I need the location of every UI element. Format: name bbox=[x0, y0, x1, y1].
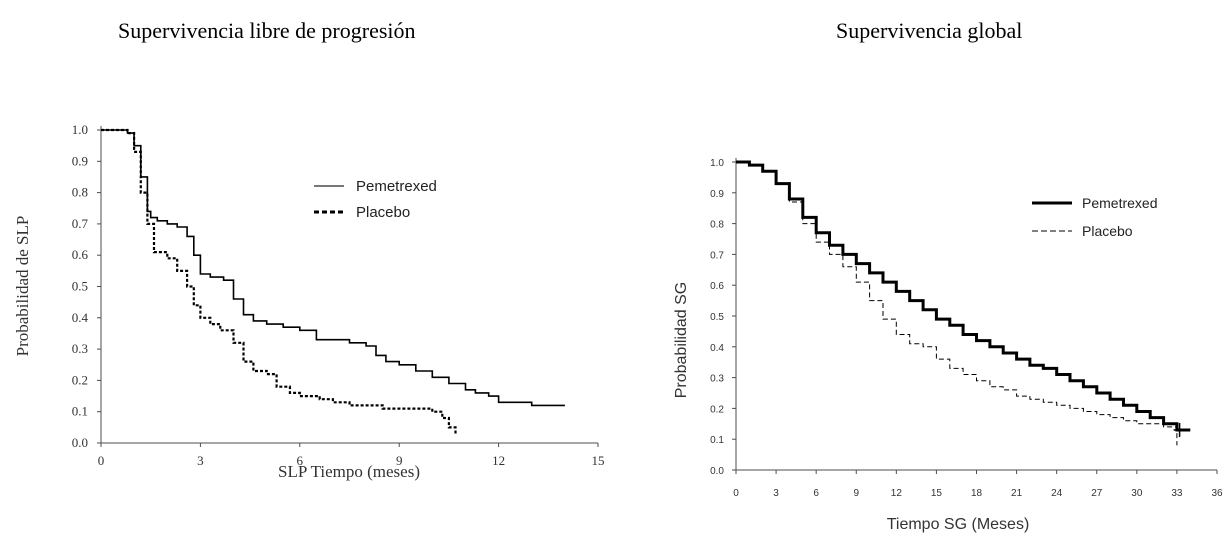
x-tick-label: 3 bbox=[197, 453, 204, 468]
y-tick-label: 0.1 bbox=[72, 404, 88, 419]
chart-title-right: Supervivencia global bbox=[836, 18, 1023, 43]
y-tick-label: 0.9 bbox=[710, 189, 724, 200]
pfs-chart: 0.0 0.1 0.2 0.3 0.4 0.5 0.6 0.7 0.8 0.9 1.0 0 3 6 9 12 1… bbox=[13, 122, 605, 481]
x-tick-label: 21 bbox=[1011, 488, 1023, 499]
x-axis-title: Tiempo SG (Meses) bbox=[887, 516, 1030, 533]
series-line-placebo bbox=[736, 161, 1178, 446]
x-axis-title: SLP Tiempo (meses) bbox=[278, 462, 420, 481]
y-axis-title: Probabilidad de SLP bbox=[13, 216, 32, 357]
y-tick-label: 0.3 bbox=[710, 374, 724, 385]
y-tick-label: 0.8 bbox=[72, 185, 88, 200]
y-tick-label: 0.0 bbox=[72, 435, 88, 450]
x-tick-label: 12 bbox=[891, 488, 903, 499]
y-tick-label: 0.5 bbox=[72, 279, 88, 294]
y-tick-label: 0.1 bbox=[710, 435, 724, 446]
y-tick-label: 0.9 bbox=[72, 153, 88, 168]
x-tick-label: 27 bbox=[1091, 488, 1103, 499]
x-tick-label: 3 bbox=[773, 488, 779, 499]
y-tick-label: 0.8 bbox=[710, 220, 724, 231]
chart-title-left: Supervivencia libre de progresión bbox=[118, 18, 416, 43]
x-tick-label: 18 bbox=[971, 488, 983, 499]
x-tick-label: 9 bbox=[396, 453, 403, 468]
x-tick-label: 30 bbox=[1131, 488, 1143, 499]
legend-label-placebo: Placebo bbox=[356, 204, 410, 221]
x-tick-label: 9 bbox=[853, 488, 859, 499]
x-tick-label: 0 bbox=[733, 488, 739, 499]
series-line-pemetrexed bbox=[736, 160, 1191, 432]
y-tick-label: 1.0 bbox=[710, 158, 724, 169]
x-tick-label: 12 bbox=[492, 453, 505, 468]
series-line-pemetrexed bbox=[101, 129, 565, 407]
legend-label-pemetrexed: Pemetrexed bbox=[356, 178, 437, 195]
y-tick-label: 1.0 bbox=[72, 122, 88, 137]
y-axis-title: Probabilidad SG bbox=[673, 282, 690, 399]
y-tick-label: 0.7 bbox=[710, 250, 724, 261]
x-tick-label: 36 bbox=[1211, 488, 1223, 499]
os-chart: 0.00.10.20.30.40.50.60.70.80.91.00 3 6 9 12 1… bbox=[673, 158, 1223, 533]
y-tick-label: 0.2 bbox=[710, 404, 724, 415]
legend-label-placebo: Placebo bbox=[1082, 223, 1133, 239]
legend-label-pemetrexed: Pemetrexed bbox=[1082, 195, 1157, 211]
y-tick-label: 0.6 bbox=[72, 247, 89, 262]
y-tick-label: 0.7 bbox=[72, 216, 89, 231]
series-line-placebo bbox=[101, 128, 457, 434]
y-tick-label: 0.6 bbox=[710, 281, 724, 292]
x-tick-label: 6 bbox=[813, 488, 819, 499]
x-tick-label: 15 bbox=[931, 488, 943, 499]
y-tick-label: 0.3 bbox=[72, 341, 88, 356]
y-tick-label: 0.4 bbox=[710, 343, 724, 354]
y-tick-label: 0.0 bbox=[710, 466, 724, 477]
y-tick-label: 0.2 bbox=[72, 372, 88, 387]
y-tick-label: 0.5 bbox=[710, 312, 724, 323]
x-tick-label: 0 bbox=[98, 453, 105, 468]
x-tick-label: 6 bbox=[297, 453, 304, 468]
y-tick-label: 0.4 bbox=[72, 310, 89, 325]
x-tick-label: 33 bbox=[1171, 488, 1183, 499]
x-tick-label: 24 bbox=[1051, 488, 1063, 499]
x-tick-label: 15 bbox=[592, 453, 605, 468]
